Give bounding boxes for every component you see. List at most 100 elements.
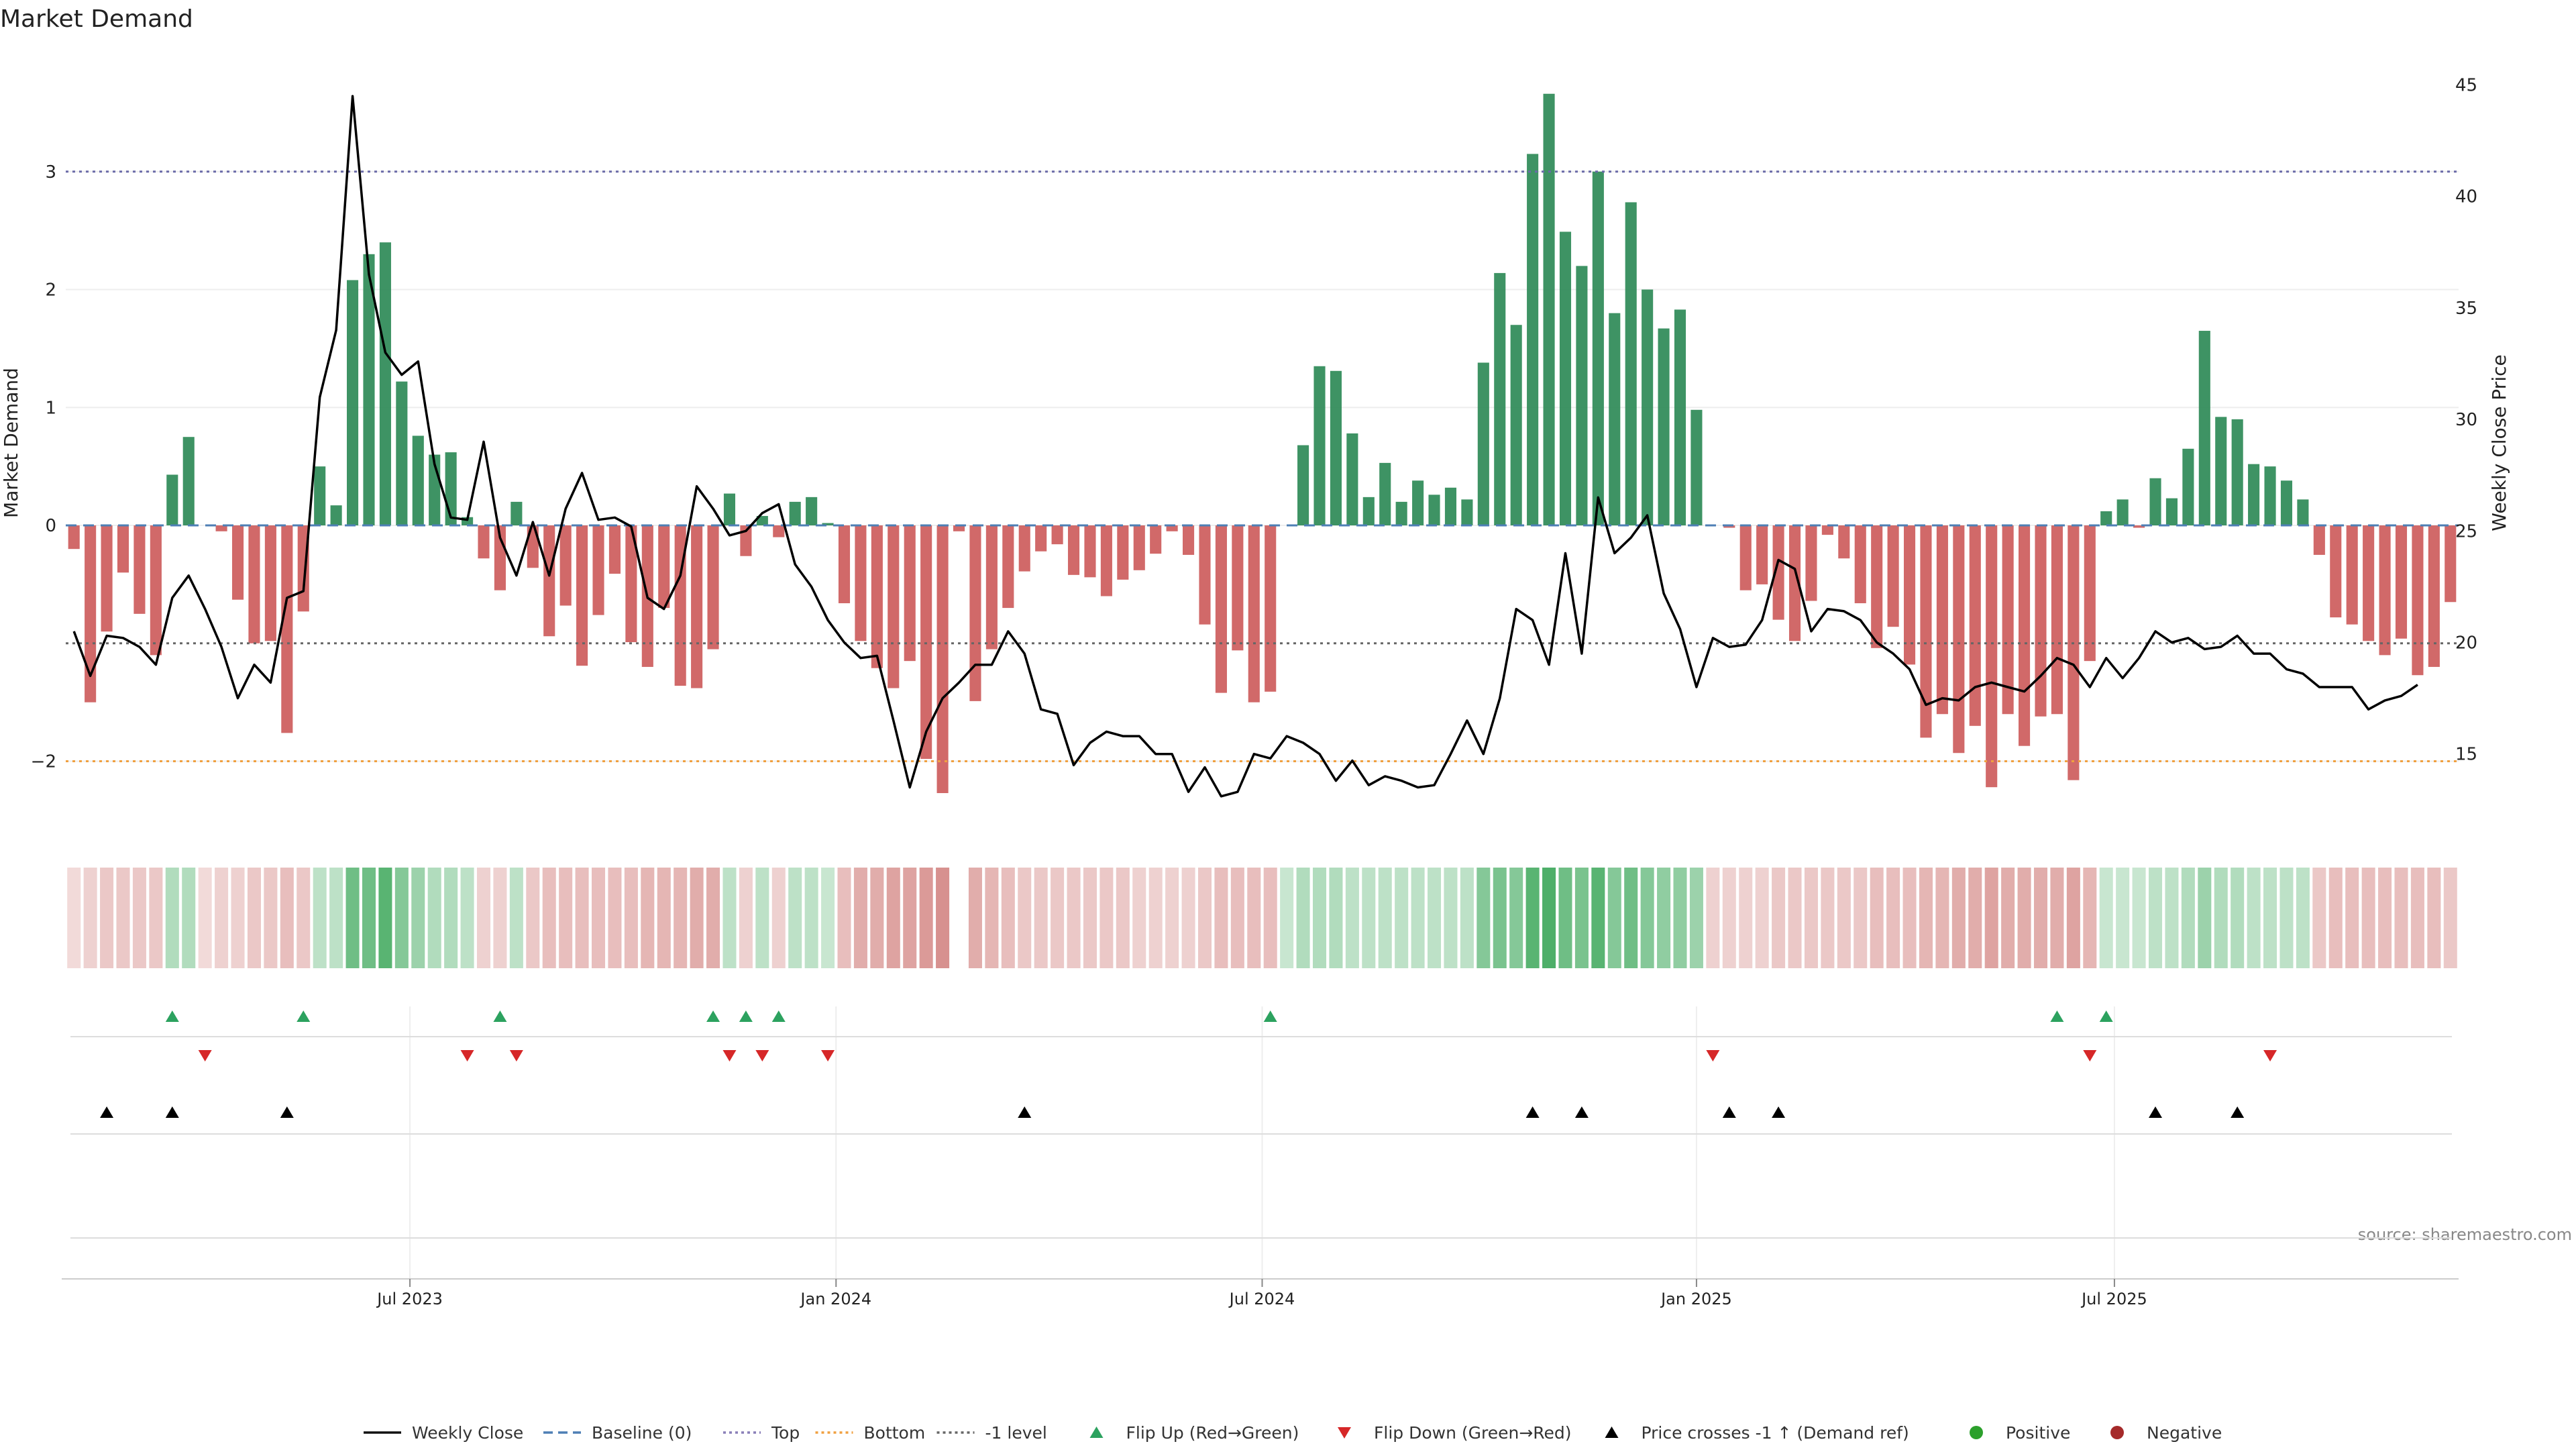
strip-cell-negative — [968, 868, 982, 968]
demand-bar-negative — [1723, 525, 1735, 528]
strip-cell-positive — [1378, 868, 1392, 968]
demand-bar-negative — [1969, 525, 1981, 726]
y-axis-label: Market Demand — [0, 368, 22, 518]
demand-bar-negative — [2412, 525, 2424, 676]
demand-bar-negative — [1100, 525, 1112, 597]
y-tick-label: 1 — [45, 398, 56, 418]
demand-bar-positive — [1346, 433, 1358, 526]
y-tick-label: 2 — [45, 280, 56, 301]
price-cross-marker — [1772, 1106, 1786, 1118]
strip-cell-negative — [870, 868, 884, 968]
demand-bar-negative — [838, 525, 851, 604]
flip-up-marker — [165, 1010, 179, 1022]
demand-bar-negative — [215, 525, 227, 531]
strip-cell-negative — [132, 868, 146, 968]
demand-bar-negative — [953, 525, 965, 531]
demand-bar-positive — [2297, 499, 2309, 526]
strip-cell-negative — [1739, 868, 1753, 968]
strip-cell-negative — [1083, 868, 1097, 968]
y2-tick-label: 40 — [2455, 187, 2477, 207]
demand-bar-negative — [773, 525, 785, 537]
flip-down-marker — [509, 1050, 523, 1061]
demand-bar-negative — [133, 525, 146, 614]
demand-bar-positive — [1559, 231, 1572, 526]
legend-label: Bottom — [864, 1423, 926, 1443]
strip-cell-positive — [1345, 868, 1359, 968]
demand-bar-negative — [150, 525, 162, 656]
demand-bar-negative — [1215, 525, 1227, 693]
demand-bar-negative — [1986, 525, 1998, 788]
strip-cell-positive — [1460, 868, 1474, 968]
strip-cell-negative — [198, 868, 212, 968]
strip-cell-positive — [1591, 868, 1605, 968]
weekly-close-line — [72, 95, 2418, 798]
strip-cell-negative — [1181, 868, 1195, 968]
demand-bar-negative — [1756, 525, 1768, 584]
demand-bar-negative — [478, 525, 490, 559]
legend-label: Weekly Close — [412, 1423, 523, 1443]
strip-cell-negative — [641, 868, 655, 968]
strip-cell-positive — [378, 868, 392, 968]
strip-cell-positive — [362, 868, 376, 968]
legend-swatch-triangle-up — [1089, 1427, 1104, 1438]
demand-bar-positive — [2100, 511, 2112, 526]
flip-up-marker — [2050, 1010, 2064, 1022]
strip-cell-negative — [1804, 868, 1818, 968]
demand-bar-positive — [1510, 325, 1522, 526]
demand-bar-negative — [2035, 525, 2047, 717]
strip-cell-negative — [559, 868, 573, 968]
strip-cell-negative — [1919, 868, 1933, 968]
strip-cell-positive — [2132, 868, 2146, 968]
demand-bar-negative — [1150, 525, 1162, 554]
x-tick-label: Jul 2025 — [2080, 1290, 2147, 1308]
demand-bar-negative — [2002, 525, 2014, 715]
strip-cell-positive — [1329, 868, 1343, 968]
demand-bar-negative — [2084, 525, 2096, 662]
strip-cell-positive — [1607, 868, 1621, 968]
demand-bar-negative — [1133, 525, 1145, 570]
y-tick-label: −2 — [31, 752, 56, 772]
strip-cell-negative — [2050, 868, 2064, 968]
strip-cell-negative — [231, 868, 245, 968]
demand-bar-negative — [1838, 525, 1850, 559]
strip-cell-negative — [919, 868, 933, 968]
strip-cell-negative — [2410, 868, 2424, 968]
strip-cell-positive — [329, 868, 343, 968]
demand-bar-negative — [707, 525, 719, 650]
flip-up-marker — [493, 1010, 507, 1022]
demand-bar-negative — [904, 525, 916, 662]
strip-cell-negative — [264, 868, 278, 968]
strip-cell-negative — [215, 868, 229, 968]
strip-cell-negative — [2328, 868, 2343, 968]
flip-down-marker — [755, 1050, 769, 1061]
legend-swatch-circle — [1970, 1426, 1983, 1439]
strip-cell-negative — [853, 868, 867, 968]
strip-cell-negative — [1116, 868, 1130, 968]
flip-down-marker — [821, 1050, 835, 1061]
legend-label: Price crosses -1 ↑ (Demand ref) — [1642, 1423, 1909, 1443]
demand-bar-positive — [1576, 266, 1588, 526]
demand-bar-negative — [101, 525, 113, 632]
strip-cell-negative — [1886, 868, 1900, 968]
strip-cell-positive — [1657, 868, 1671, 968]
demand-bar-positive — [1690, 409, 1703, 526]
strip-cell-positive — [1673, 868, 1687, 968]
legend-label: Negative — [2147, 1423, 2222, 1443]
strip-cell-negative — [1968, 868, 1982, 968]
strip-cell-negative — [1067, 868, 1081, 968]
strip-cell-positive — [2247, 868, 2261, 968]
demand-bar-positive — [1330, 370, 1342, 526]
demand-bar-positive — [330, 505, 342, 526]
price-cross-marker — [2149, 1106, 2163, 1118]
y2-tick-label: 25 — [2455, 521, 2477, 541]
flip-up-marker — [771, 1010, 786, 1022]
strip-cell-negative — [1706, 868, 1720, 968]
strip-cell-negative — [1197, 868, 1212, 968]
demand-bar-positive — [1412, 480, 1424, 526]
demand-bar-positive — [511, 501, 523, 526]
strip-cell-positive — [2263, 868, 2277, 968]
demand-bar-negative — [1051, 525, 1063, 545]
strip-cell-positive — [2296, 868, 2310, 968]
strip-cell-negative — [2017, 868, 2031, 968]
